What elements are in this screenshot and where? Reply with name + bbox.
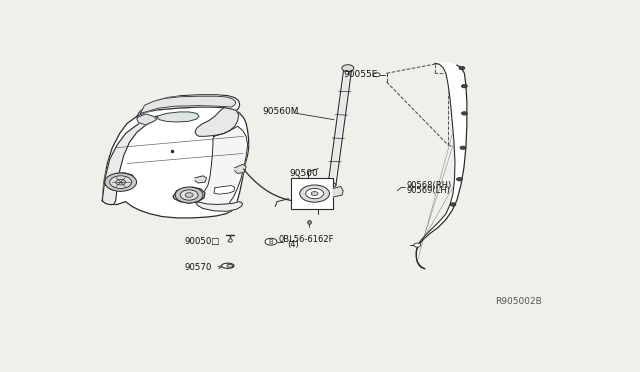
Text: R905002B: R905002B <box>495 297 541 307</box>
Polygon shape <box>195 126 248 209</box>
Circle shape <box>373 73 380 77</box>
Circle shape <box>306 189 324 199</box>
Text: 90568(RH): 90568(RH) <box>406 181 452 190</box>
Text: (4): (4) <box>287 240 299 249</box>
Circle shape <box>110 176 132 189</box>
Circle shape <box>116 179 125 185</box>
Polygon shape <box>195 108 239 136</box>
Polygon shape <box>235 164 246 173</box>
Polygon shape <box>416 63 467 269</box>
Bar <box>291 178 333 209</box>
Circle shape <box>185 193 193 197</box>
Ellipse shape <box>221 263 234 268</box>
Circle shape <box>461 112 467 115</box>
Polygon shape <box>195 176 207 183</box>
Text: 90569(LH): 90569(LH) <box>406 186 451 195</box>
Polygon shape <box>137 95 240 116</box>
Circle shape <box>459 67 465 70</box>
Polygon shape <box>330 68 350 185</box>
Circle shape <box>311 192 318 196</box>
Text: 90570: 90570 <box>184 263 212 272</box>
Text: 90050□: 90050□ <box>184 237 220 246</box>
Circle shape <box>175 187 203 203</box>
Polygon shape <box>214 186 235 194</box>
Circle shape <box>450 203 456 206</box>
Polygon shape <box>102 116 157 205</box>
Circle shape <box>180 190 198 200</box>
Text: 90055E: 90055E <box>343 70 377 79</box>
Circle shape <box>328 183 336 187</box>
Text: 90560M: 90560M <box>262 107 299 116</box>
Circle shape <box>105 173 136 191</box>
Circle shape <box>414 243 420 247</box>
Polygon shape <box>137 114 157 125</box>
Circle shape <box>265 238 277 245</box>
Ellipse shape <box>227 264 233 267</box>
Circle shape <box>460 146 466 150</box>
Polygon shape <box>333 186 343 197</box>
Text: B: B <box>269 239 273 245</box>
Circle shape <box>456 177 463 181</box>
Text: 0BL56-6162F: 0BL56-6162F <box>278 235 334 244</box>
Circle shape <box>461 84 467 88</box>
Polygon shape <box>173 187 205 203</box>
Polygon shape <box>157 112 199 122</box>
Polygon shape <box>106 173 136 191</box>
Polygon shape <box>141 96 236 113</box>
Circle shape <box>342 65 354 71</box>
Circle shape <box>300 185 330 202</box>
Polygon shape <box>102 107 249 218</box>
Polygon shape <box>328 68 352 185</box>
Text: 90500: 90500 <box>289 169 318 178</box>
Polygon shape <box>195 202 243 211</box>
